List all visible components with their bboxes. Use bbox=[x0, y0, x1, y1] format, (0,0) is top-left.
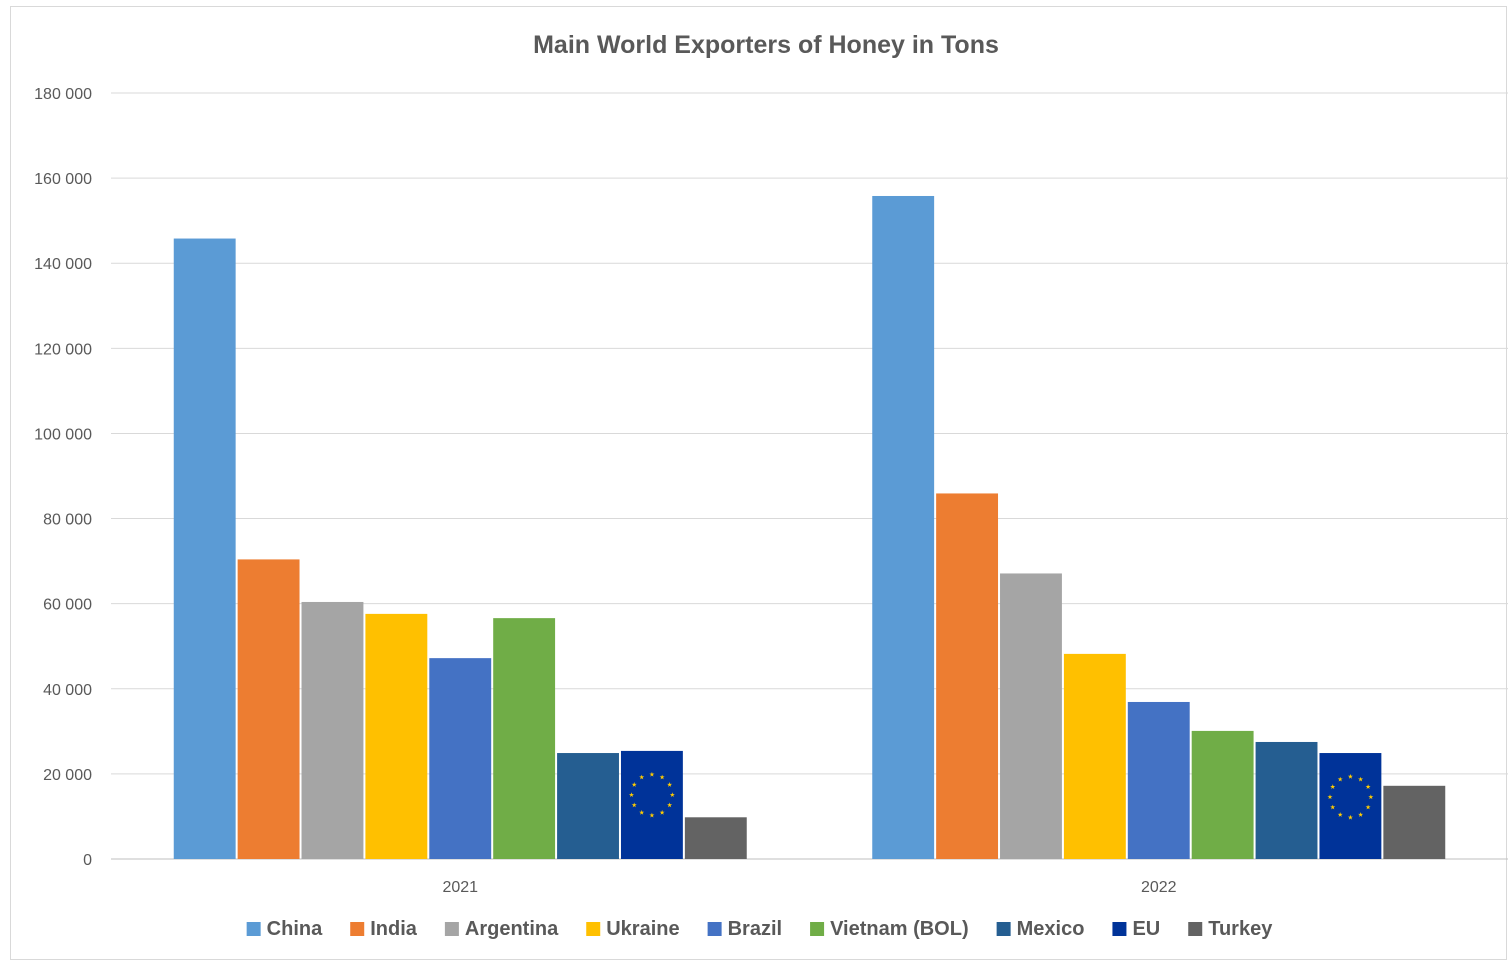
x-tick-label: 2022 bbox=[1141, 879, 1177, 896]
y-axis-tick-labels: 0 20 000 40 000 60 000 80 000 100 000 120 000 1… bbox=[34, 86, 92, 869]
legend-item-ukraine: Ukraine bbox=[586, 918, 680, 940]
bar-argentina-2022 bbox=[1000, 573, 1062, 859]
bar-brazil-2022 bbox=[1127, 701, 1190, 859]
x-tick-label: 2021 bbox=[442, 879, 478, 896]
legend-label: Brazil bbox=[728, 918, 782, 940]
legend-swatch bbox=[586, 922, 601, 936]
bar-turkey-2022 bbox=[1383, 785, 1446, 859]
legend-item-china: China bbox=[246, 918, 323, 940]
y-tick-label: 120 000 bbox=[34, 341, 92, 358]
legend-label: China bbox=[267, 918, 323, 940]
legend-item-brazil: Brazil bbox=[707, 918, 782, 940]
legend-swatch bbox=[444, 922, 459, 936]
bar-china-2021 bbox=[173, 238, 236, 860]
legend-item-vietnam-bol: Vietnam (BOL) bbox=[810, 918, 969, 940]
legend-swatch bbox=[1112, 922, 1127, 936]
bar-vietnam-bol-2021 bbox=[493, 618, 556, 859]
bar-eu-2022 bbox=[1319, 753, 1382, 859]
legend-swatch bbox=[1188, 922, 1203, 936]
bar-ukraine-2022 bbox=[1063, 653, 1126, 859]
y-tick-label: 180 000 bbox=[34, 86, 92, 103]
y-tick-label: 40 000 bbox=[43, 682, 92, 699]
legend-item-mexico: Mexico bbox=[996, 918, 1085, 940]
bar-india-2022 bbox=[936, 493, 999, 859]
bar-china-2022 bbox=[872, 195, 935, 860]
legend-label: Turkey bbox=[1208, 918, 1273, 940]
chart-frame: Main World Exporters of Honey in Tons 0 2… bbox=[10, 6, 1508, 960]
y-tick-label: 160 000 bbox=[34, 171, 92, 188]
bar-india-2021 bbox=[237, 559, 300, 859]
y-tick-label: 60 000 bbox=[43, 597, 92, 614]
chart-title: Main World Exporters of Honey in Tons bbox=[533, 31, 999, 59]
legend-swatch bbox=[246, 922, 261, 936]
y-tick-label: 0 bbox=[83, 852, 92, 869]
bar-mexico-2021 bbox=[557, 753, 619, 859]
bar-eu-2021 bbox=[620, 750, 683, 859]
legend-item-india: India bbox=[350, 918, 418, 940]
bar-vietnam-bol-2022 bbox=[1191, 730, 1254, 859]
legend-label: EU bbox=[1132, 918, 1160, 940]
bar-chart: Main World Exporters of Honey in Tons 0 2… bbox=[34, 31, 1508, 940]
x-axis-tick-labels: 2021 2022 bbox=[442, 879, 1176, 896]
legend-item-turkey: Turkey bbox=[1188, 918, 1273, 940]
legend-swatch bbox=[810, 922, 825, 936]
y-tick-label: 80 000 bbox=[43, 512, 92, 529]
legend-label: Vietnam (BOL) bbox=[830, 918, 969, 940]
bar-mexico-2022 bbox=[1255, 741, 1318, 859]
legend-item-eu: EU bbox=[1112, 918, 1160, 940]
legend-label: Argentina bbox=[465, 918, 559, 940]
legend-swatch bbox=[350, 922, 365, 936]
y-tick-label: 140 000 bbox=[34, 256, 92, 273]
legend-swatch bbox=[707, 922, 722, 936]
bar-ukraine-2021 bbox=[365, 613, 428, 859]
legend: China India Argentina Ukraine Brazil Vietnam … bbox=[246, 918, 1273, 940]
bar-brazil-2021 bbox=[429, 658, 492, 859]
legend-label: Mexico bbox=[1017, 918, 1085, 940]
legend-label: Ukraine bbox=[606, 918, 679, 940]
legend-swatch bbox=[996, 922, 1011, 936]
y-tick-label: 20 000 bbox=[43, 767, 92, 784]
legend-label: India bbox=[370, 918, 418, 940]
bar-turkey-2021 bbox=[684, 817, 747, 859]
bar-argentina-2021 bbox=[301, 601, 364, 859]
y-tick-label: 100 000 bbox=[34, 426, 92, 443]
legend-item-argentina: Argentina bbox=[444, 918, 559, 940]
bars bbox=[173, 195, 1446, 860]
